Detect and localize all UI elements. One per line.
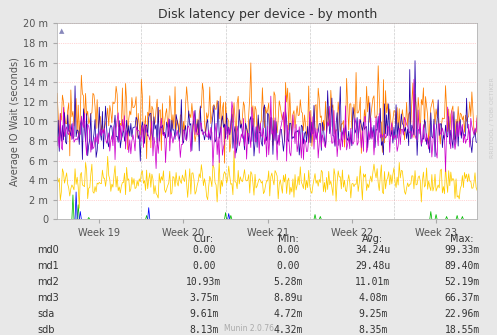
Text: 10.93m: 10.93m — [186, 277, 221, 287]
Text: 4.08m: 4.08m — [358, 293, 388, 303]
Text: md3: md3 — [37, 293, 59, 303]
Text: 99.33m: 99.33m — [445, 245, 480, 255]
Text: 11.01m: 11.01m — [355, 277, 390, 287]
Text: 52.19m: 52.19m — [445, 277, 480, 287]
Text: 5.28m: 5.28m — [273, 277, 303, 287]
Text: 34.24u: 34.24u — [355, 245, 390, 255]
Text: 8.35m: 8.35m — [358, 325, 388, 335]
Text: 18.55m: 18.55m — [445, 325, 480, 335]
Text: Avg:: Avg: — [362, 234, 383, 245]
Text: md1: md1 — [37, 261, 59, 271]
Text: RRDTOOL / TOBI OETIKER: RRDTOOL / TOBI OETIKER — [490, 77, 495, 158]
Text: 8.89u: 8.89u — [273, 293, 303, 303]
Text: 89.40m: 89.40m — [445, 261, 480, 271]
Text: sda: sda — [37, 309, 55, 319]
Text: ▲: ▲ — [59, 28, 65, 35]
Text: 9.25m: 9.25m — [358, 309, 388, 319]
Text: 22.96m: 22.96m — [445, 309, 480, 319]
Text: Munin 2.0.76: Munin 2.0.76 — [224, 324, 273, 333]
Text: md0: md0 — [37, 245, 59, 255]
Text: 29.48u: 29.48u — [355, 261, 390, 271]
Text: Max:: Max: — [450, 234, 474, 245]
Text: 3.75m: 3.75m — [189, 293, 219, 303]
Text: 0.00: 0.00 — [192, 245, 216, 255]
Title: Disk latency per device - by month: Disk latency per device - by month — [158, 8, 377, 21]
Text: 0.00: 0.00 — [276, 261, 300, 271]
Text: 8.13m: 8.13m — [189, 325, 219, 335]
Text: 9.61m: 9.61m — [189, 309, 219, 319]
Text: md2: md2 — [37, 277, 59, 287]
Text: 4.72m: 4.72m — [273, 309, 303, 319]
Y-axis label: Average IO Wait (seconds): Average IO Wait (seconds) — [10, 57, 20, 186]
Text: 0.00: 0.00 — [276, 245, 300, 255]
Text: 4.32m: 4.32m — [273, 325, 303, 335]
Text: 0.00: 0.00 — [192, 261, 216, 271]
Text: Min:: Min: — [278, 234, 299, 245]
Text: sdb: sdb — [37, 325, 55, 335]
Text: 66.37m: 66.37m — [445, 293, 480, 303]
Text: Cur:: Cur: — [194, 234, 214, 245]
